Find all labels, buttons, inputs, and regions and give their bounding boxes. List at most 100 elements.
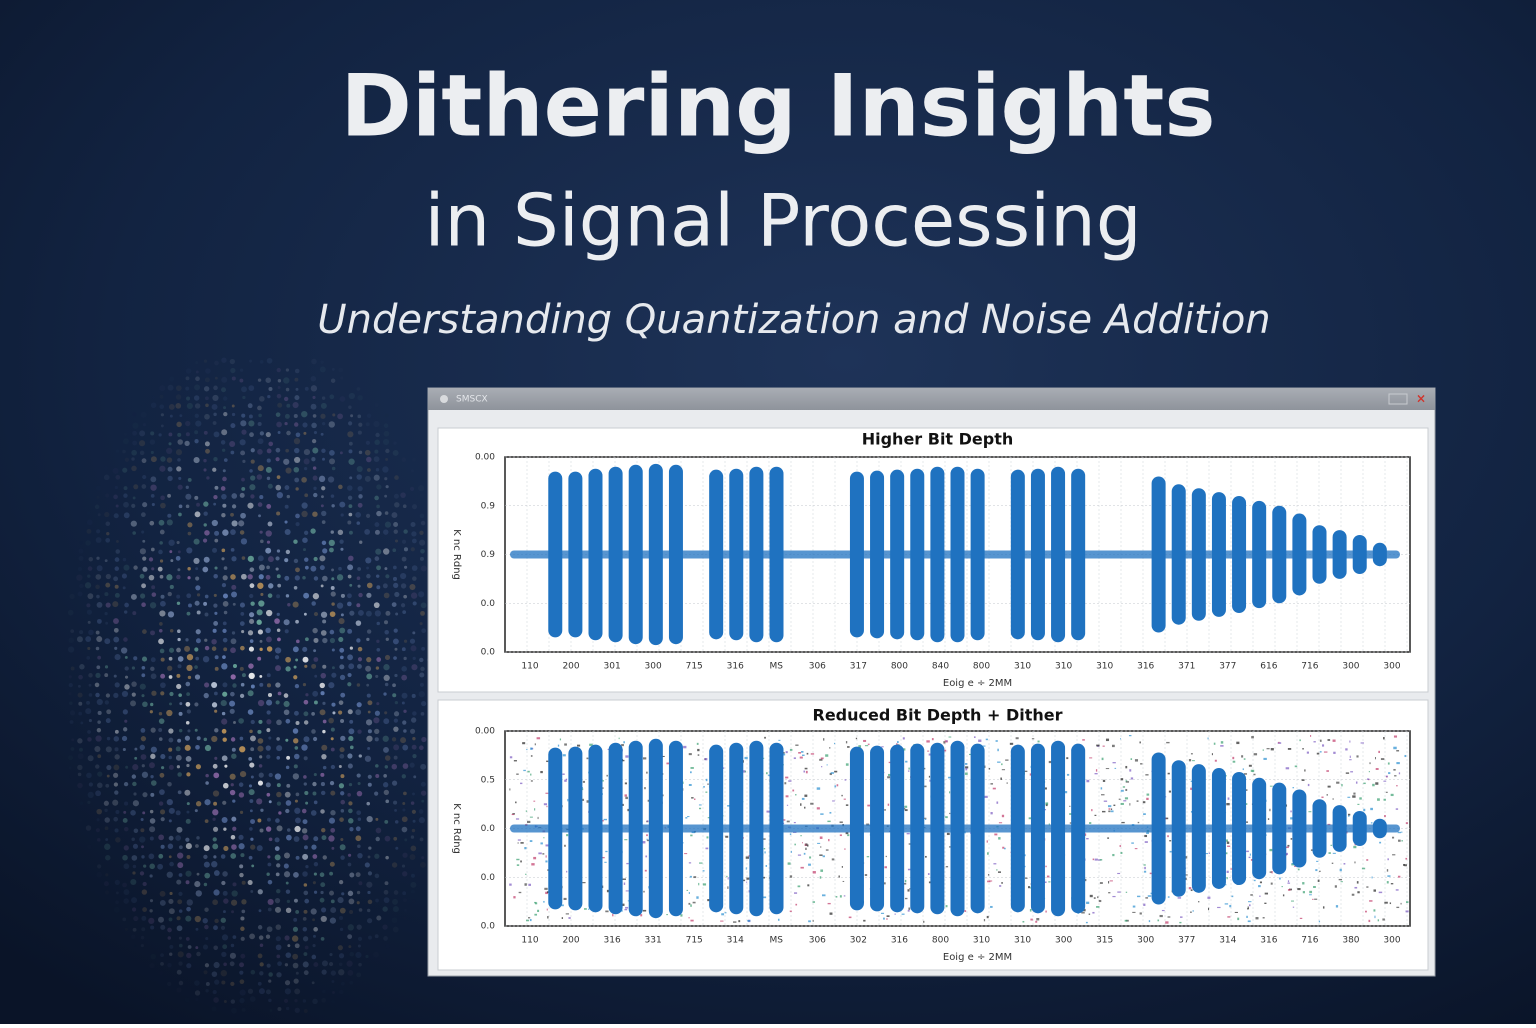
dot: [214, 485, 219, 490]
dot: [240, 450, 246, 456]
dot: [169, 861, 174, 867]
dot: [238, 520, 245, 527]
noise-speck: [1205, 853, 1209, 855]
dot: [158, 549, 163, 555]
dot: [412, 819, 416, 823]
dot: [355, 620, 362, 626]
dot: [322, 990, 326, 994]
noise-speck: [821, 766, 823, 768]
dot: [139, 548, 146, 555]
dot: [277, 402, 283, 408]
noise-speck: [642, 841, 646, 844]
noise-speck: [642, 757, 647, 760]
noise-speck: [703, 785, 705, 788]
dot: [347, 682, 352, 687]
dot: [393, 656, 397, 660]
dot: [168, 737, 174, 743]
dot: [321, 998, 326, 1003]
dot: [330, 378, 336, 383]
dot: [267, 898, 274, 905]
dot: [131, 457, 135, 461]
dot: [312, 475, 318, 481]
dot: [403, 791, 407, 796]
dot: [366, 592, 372, 598]
noise-speck: [836, 784, 839, 787]
dot: [212, 817, 216, 821]
dot: [301, 808, 307, 814]
dot: [176, 647, 181, 653]
dot: [194, 915, 201, 923]
dot: [185, 870, 192, 877]
dot: [418, 691, 425, 698]
dot: [420, 763, 427, 770]
dot: [222, 655, 226, 659]
dot: [347, 862, 352, 867]
noise-speck: [527, 770, 530, 773]
dot: [113, 494, 118, 500]
dot: [213, 593, 217, 597]
dot: [185, 493, 192, 500]
noise-speck: [746, 877, 750, 880]
noise-speck: [1269, 785, 1273, 787]
dot: [394, 591, 400, 598]
noise-speck: [748, 855, 750, 857]
dot: [375, 773, 380, 778]
noise-speck: [582, 780, 586, 783]
dot: [311, 439, 317, 444]
noise-speck: [987, 852, 989, 855]
dot: [313, 657, 319, 662]
noise-speck: [1119, 845, 1122, 847]
noise-speck: [529, 816, 533, 818]
noise-speck: [1048, 823, 1050, 826]
dot: [330, 970, 336, 976]
dot: [229, 952, 236, 959]
dot: [266, 926, 273, 933]
noise-speck: [565, 778, 568, 780]
dot: [247, 403, 253, 409]
dot: [295, 855, 300, 860]
noise-speck: [1198, 901, 1200, 903]
close-button[interactable]: ×: [1416, 392, 1426, 406]
dot: [213, 870, 220, 876]
noise-speck: [826, 764, 828, 766]
dot: [240, 926, 245, 932]
dot: [168, 432, 173, 437]
dot: [106, 709, 112, 715]
dot: [149, 809, 154, 814]
dot: [220, 917, 226, 923]
dot: [222, 575, 228, 581]
dot: [80, 721, 84, 725]
dot: [248, 646, 255, 652]
dot: [412, 631, 416, 635]
dot: [160, 413, 164, 417]
noise-speck: [1144, 841, 1148, 843]
dot: [134, 756, 138, 760]
dot: [394, 539, 399, 543]
dot: [285, 765, 290, 770]
dot: [105, 890, 109, 894]
noise-speck: [1066, 773, 1070, 776]
noise-speck: [536, 737, 541, 740]
dot: [277, 583, 282, 588]
dot: [329, 890, 334, 896]
dot: [265, 530, 272, 537]
noise-speck: [1351, 893, 1355, 896]
dot: [349, 827, 354, 832]
burst: [870, 745, 885, 912]
menu-button[interactable]: [1388, 393, 1408, 405]
dot: [403, 729, 407, 733]
dot: [186, 906, 191, 912]
dot: [179, 845, 183, 850]
noise-speck: [1328, 852, 1331, 854]
dot: [394, 820, 399, 824]
dot: [133, 792, 137, 796]
noise-speck: [994, 833, 998, 836]
dot: [239, 378, 244, 383]
noise-speck: [1248, 764, 1252, 767]
dot: [177, 568, 181, 572]
dot: [139, 683, 146, 690]
dot: [392, 917, 398, 923]
noise-speck: [1108, 810, 1111, 813]
dot: [204, 377, 210, 383]
dot: [267, 394, 271, 399]
